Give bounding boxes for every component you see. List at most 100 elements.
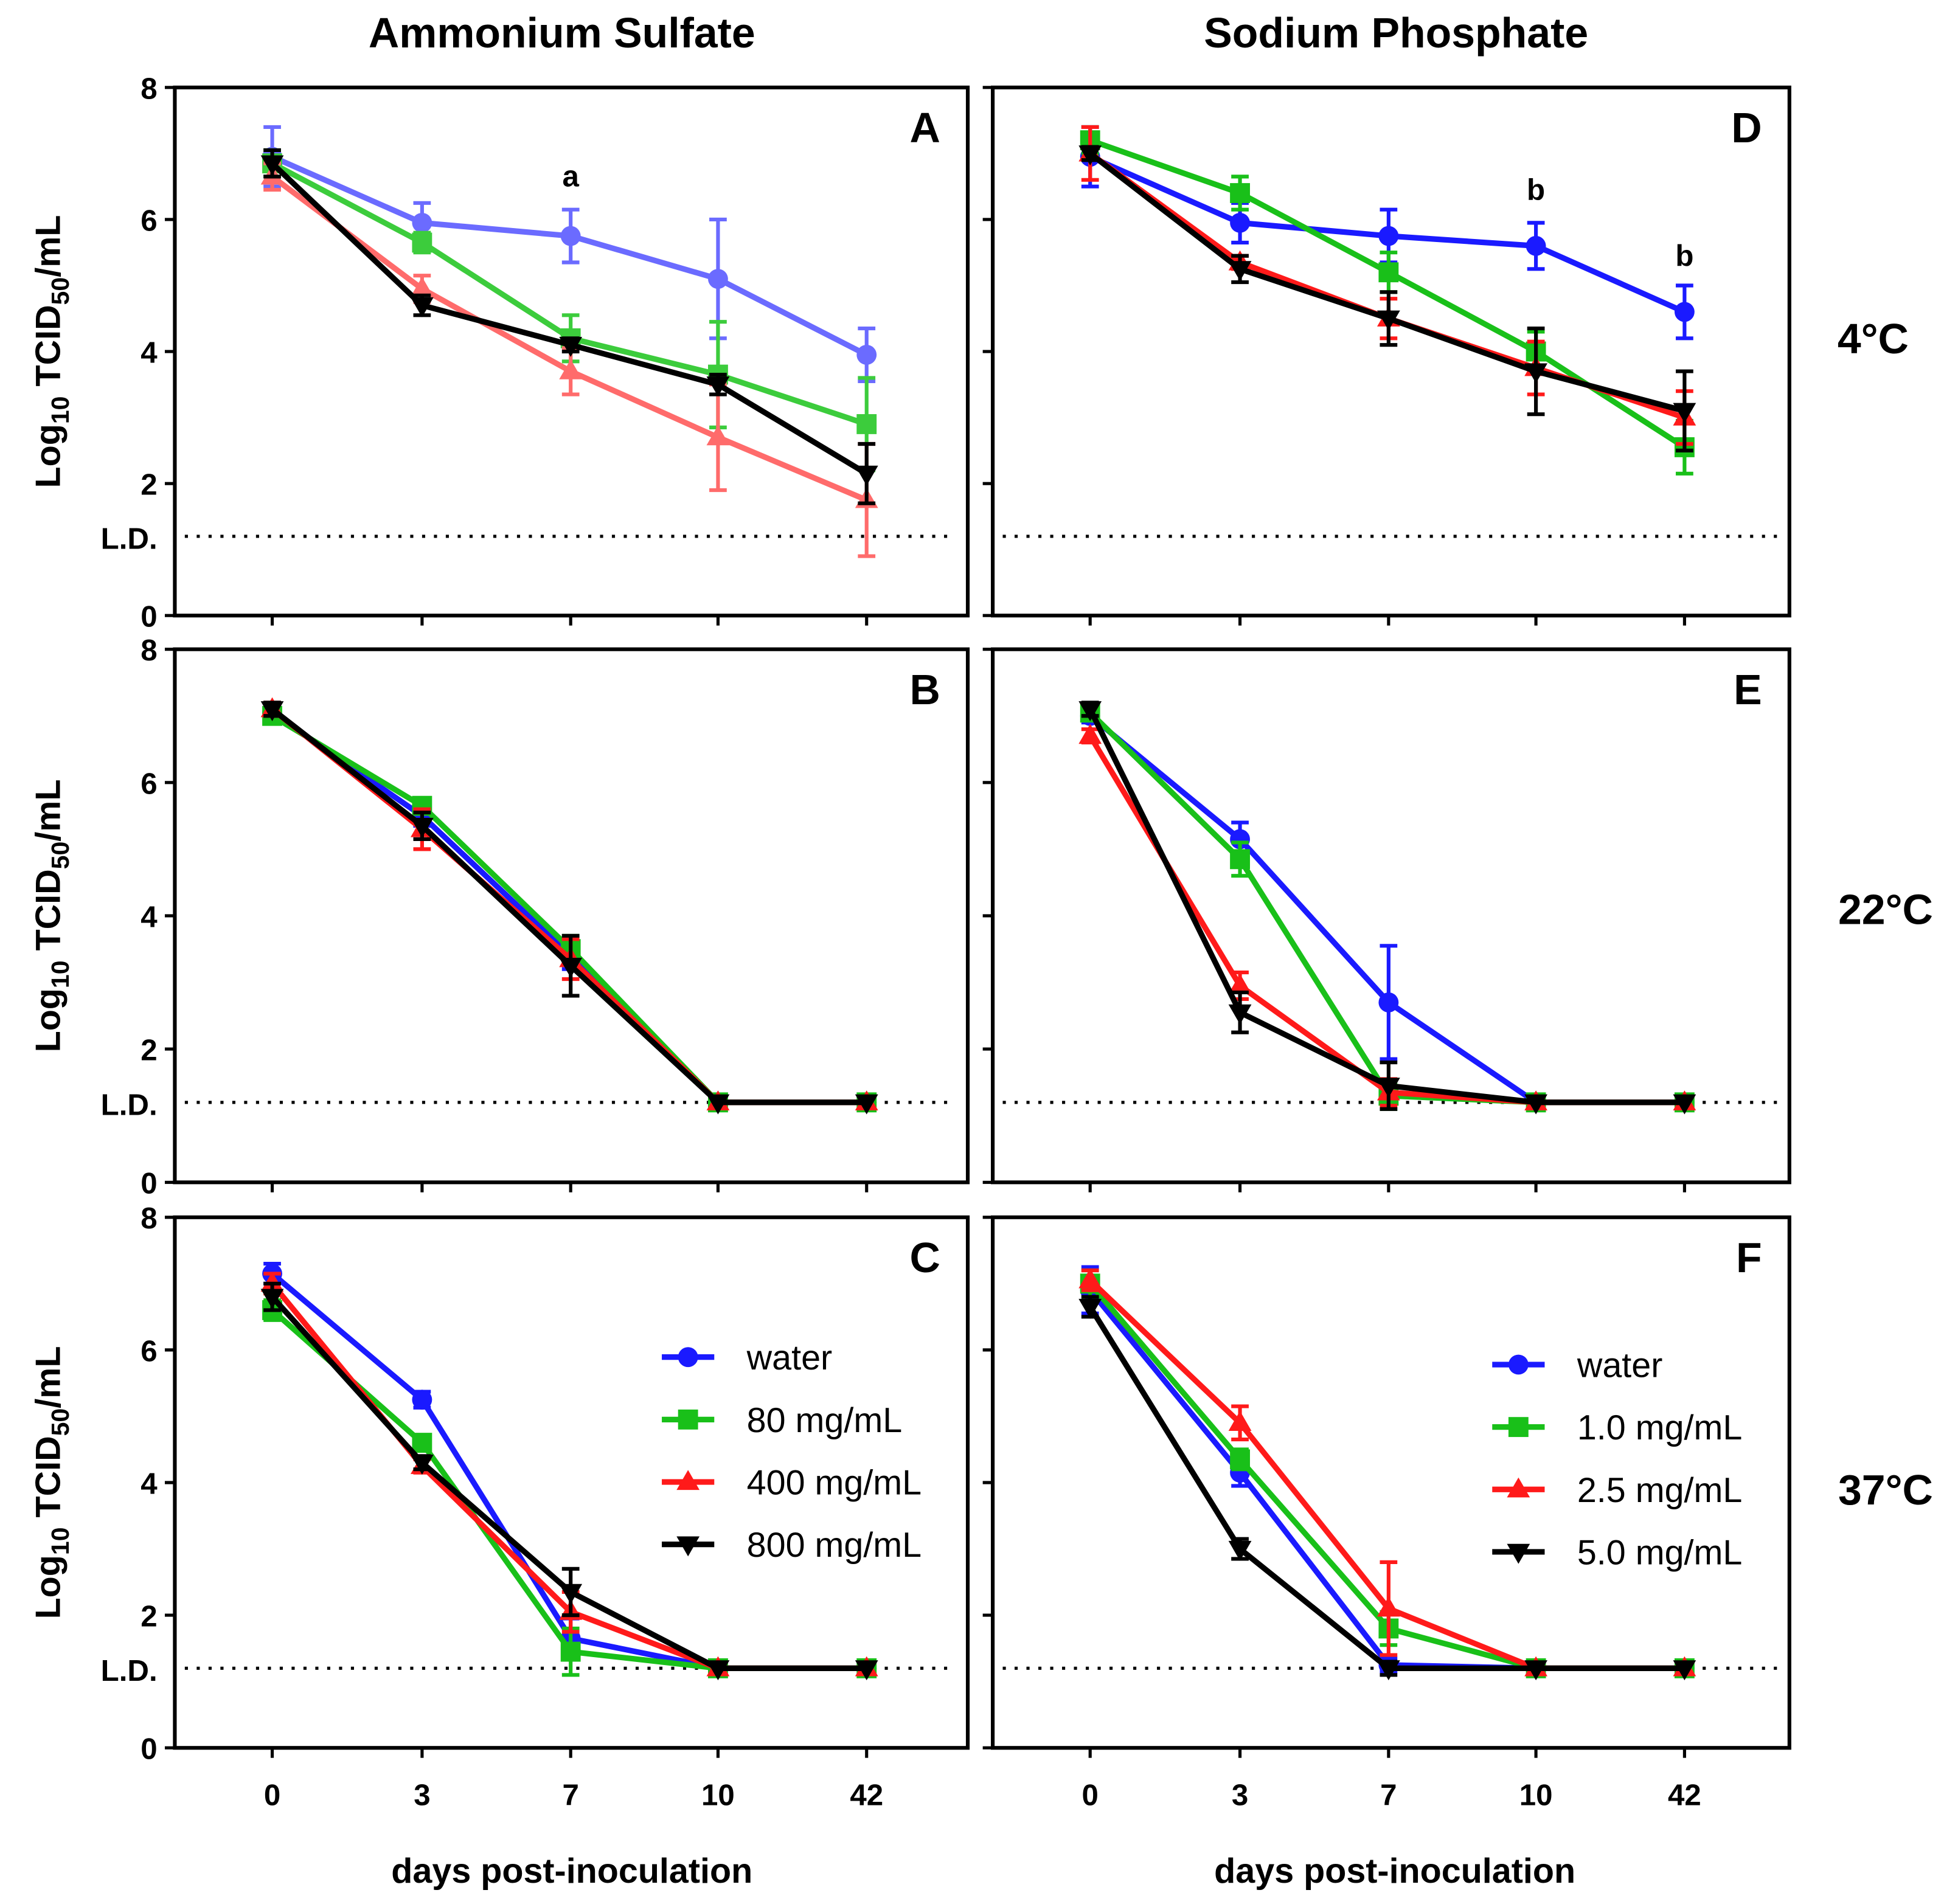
row-label-4c: 4°C [1838, 315, 1909, 362]
triangle-down-marker [1673, 1660, 1696, 1681]
x-tick-label: 3 [414, 1779, 430, 1812]
triangle-down-marker [1524, 363, 1547, 384]
legend-label: water [746, 1338, 833, 1377]
square-marker [856, 414, 877, 434]
triangle-down-marker [1673, 1094, 1696, 1115]
triangle-up-marker [559, 359, 583, 379]
triangle-down-marker [1377, 1660, 1400, 1681]
y-axis-label: Log10 TCID50/mL [29, 780, 74, 1053]
square-marker [1230, 183, 1250, 203]
square-marker [1230, 849, 1250, 870]
legend-label: 5.0 mg/mL [1577, 1533, 1743, 1572]
triangle-up-marker [1078, 724, 1102, 744]
x-tick-label: 3 [1232, 1779, 1248, 1812]
triangle-down-marker [855, 1094, 878, 1115]
triangle-down-marker [855, 465, 878, 486]
x-tick-label: 7 [1380, 1779, 1397, 1812]
legend-label: 1.0 mg/mL [1577, 1408, 1743, 1447]
circle-marker [1378, 992, 1399, 1013]
series-5-0-mg-ml [1078, 701, 1696, 1115]
triangle-down-marker [260, 1289, 284, 1309]
circle-marker [856, 345, 877, 365]
triangle-down-marker [1228, 1004, 1252, 1025]
y-tick-label: 0 [141, 1733, 157, 1766]
x-tick-label: 7 [562, 1779, 578, 1812]
y-axis-label-part: 10 [46, 960, 74, 988]
circle-marker [1526, 235, 1546, 256]
y-tick-label: 8 [141, 72, 157, 105]
square-marker [1508, 1417, 1529, 1438]
circle-marker [1230, 212, 1250, 233]
circle-marker [1378, 226, 1399, 246]
series-800-mg-ml [260, 148, 878, 505]
legend-label: 80 mg/mL [747, 1401, 903, 1440]
panel-d: Db b [982, 85, 1791, 626]
triangle-down-marker [1377, 310, 1400, 331]
y-axis-label: Log10 TCID50/mL [29, 1346, 74, 1619]
triangle-down-marker [1228, 261, 1252, 282]
legend-label: 400 mg/mL [747, 1463, 922, 1502]
triangle-up-marker [411, 277, 434, 297]
y-axis-label-part: 10 [46, 396, 74, 424]
legend-entry: 80 mg/mL [662, 1401, 902, 1440]
panel-letter: D [1731, 104, 1762, 151]
legend-label: water [1577, 1346, 1663, 1385]
x-tick-label: 42 [1668, 1779, 1701, 1812]
triangle-down-marker [1524, 1094, 1547, 1115]
square-marker [1378, 262, 1399, 283]
panel-letter: B [909, 666, 940, 713]
y-tick-label: 6 [141, 204, 157, 237]
y-tick-label: 4 [141, 1467, 158, 1500]
y-tick-label: 6 [141, 767, 157, 800]
triangle-down-marker [706, 1094, 730, 1115]
triangle-down-marker [706, 1660, 730, 1681]
triangle-up-marker [706, 425, 730, 446]
triangle-down-marker [1078, 1298, 1102, 1319]
series-800-mg-ml [260, 1281, 878, 1681]
square-marker [560, 1641, 581, 1662]
legend-entry: 2.5 mg/mL [1492, 1471, 1742, 1510]
triangle-down-marker [559, 1584, 583, 1604]
y-axis-label-part: Log [29, 988, 68, 1052]
circle-marker [412, 1390, 432, 1410]
row-label-22c: 22°C [1838, 885, 1933, 933]
legend-entry: 5.0 mg/mL [1492, 1533, 1742, 1572]
significance-annotation: b [1527, 173, 1545, 206]
panel-b: 0 2 4 6 8 L.D. Log10 TCID50/mL B [29, 634, 970, 1200]
y-axis-label-part: /mL [29, 780, 68, 842]
circle-marker [708, 269, 728, 289]
y-tick-label: 8 [141, 634, 157, 667]
triangle-down-marker [411, 1455, 434, 1475]
y-axis-label-part: 50 [46, 277, 74, 305]
square-marker [1230, 1449, 1250, 1470]
column-title-ammonium: Ammonium Sulfate [369, 9, 755, 57]
triangle-down-marker [706, 376, 730, 397]
triangle-down-marker [559, 958, 583, 978]
triangle-up-marker [1228, 974, 1252, 994]
triangle-up-marker [1507, 1477, 1530, 1498]
legend-entry: 800 mg/mL [662, 1526, 922, 1565]
triangle-down-marker [1673, 403, 1696, 423]
legend-entry: water [1492, 1346, 1662, 1385]
y-tick-label: 0 [141, 600, 157, 634]
triangle-down-marker [855, 1660, 878, 1681]
y-tick-label: 8 [141, 1202, 157, 1235]
triangle-up-marker [676, 1470, 700, 1490]
y-tick-label: 2 [141, 1034, 157, 1067]
x-axis-label-left: days post-inoculation [391, 1852, 752, 1891]
legend-entry: water [662, 1338, 832, 1377]
column-title-phosphate: Sodium Phosphate [1204, 9, 1588, 57]
triangle-up-marker [1078, 1268, 1102, 1289]
square-marker [412, 1433, 432, 1453]
circle-marker [678, 1347, 698, 1368]
y-tick-label: 4 [141, 900, 158, 933]
y-tick-label: 4 [141, 336, 158, 370]
x-tick-label: 0 [264, 1779, 280, 1812]
triangle-up-marker [1377, 1596, 1400, 1617]
y-axis-label-part: /mL [29, 1346, 68, 1408]
x-axis-label-right: days post-inoculation [1214, 1852, 1575, 1891]
triangle-down-marker [676, 1536, 700, 1557]
